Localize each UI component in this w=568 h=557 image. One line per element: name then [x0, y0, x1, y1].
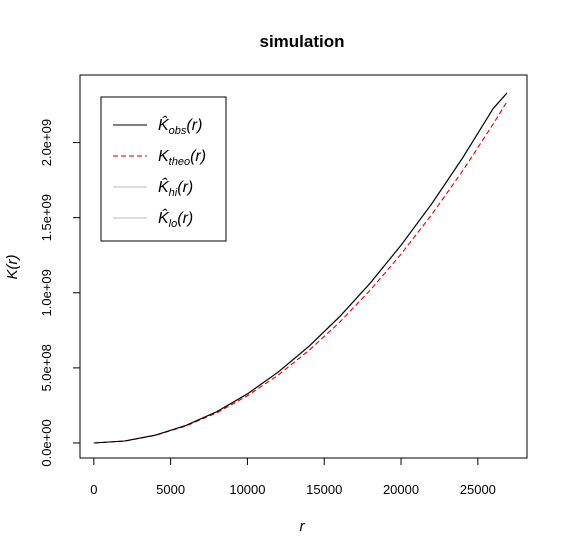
x-tick-label: 10000	[229, 482, 265, 497]
y-tick-label: 2.0e+09	[39, 119, 54, 166]
series-line-obs	[93, 92, 508, 444]
y-tick-label: 0.0e+00	[39, 419, 54, 466]
chart-title: simulation	[259, 32, 344, 51]
x-axis: 0 5000 10000 15000 20000 25000	[90, 457, 496, 497]
legend-label-obs: K̂obs(r)	[158, 114, 202, 137]
x-tick-label: 20000	[383, 482, 419, 497]
series-layer	[93, 92, 508, 444]
legend: K̂obs(r) Ktheo(r) K̂hi(r) K̂lo(r)	[100, 96, 227, 242]
y-axis: 0.0e+00 5.0e+08 1.0e+09 1.5e+09 2.0e+09	[39, 119, 81, 467]
y-axis-label: K(r)	[4, 255, 21, 280]
x-axis-label: r	[300, 518, 306, 535]
x-tick-label: 25000	[460, 482, 496, 497]
legend-label-theo: Ktheo(r)	[158, 148, 206, 168]
legend-box	[100, 96, 227, 242]
x-tick-label: 15000	[306, 482, 342, 497]
y-tick-label: 1.5e+09	[39, 194, 54, 241]
legend-label-hi: K̂hi(r)	[158, 176, 193, 199]
legend-label-lo: K̂lo(r)	[158, 207, 193, 230]
x-tick-label: 5000	[156, 482, 185, 497]
y-tick-label: 5.0e+08	[39, 344, 54, 391]
x-tick-label: 0	[90, 482, 97, 497]
y-tick-label: 1.0e+09	[39, 269, 54, 316]
